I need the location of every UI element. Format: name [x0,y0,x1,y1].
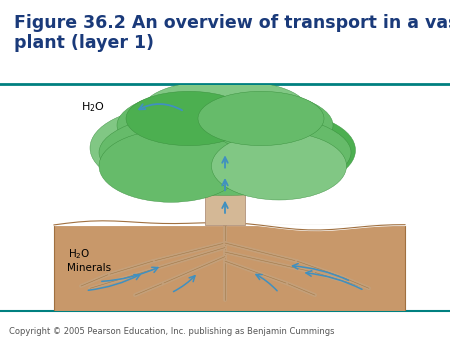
Ellipse shape [202,112,356,189]
Bar [54,225,405,311]
Text: H$_2$O: H$_2$O [81,100,105,114]
Ellipse shape [99,130,243,202]
Text: Minerals: Minerals [68,263,112,273]
Ellipse shape [99,110,351,195]
Text: Figure 36.2 An overview of transport in a vascular
plant (layer 1): Figure 36.2 An overview of transport in … [14,14,450,52]
Ellipse shape [126,91,252,146]
Ellipse shape [117,87,333,164]
Text: H$_2$O: H$_2$O [68,247,90,261]
Ellipse shape [90,107,252,189]
Text: Copyright © 2005 Pearson Education, Inc. publishing as Benjamin Cummings: Copyright © 2005 Pearson Education, Inc.… [9,327,334,336]
Ellipse shape [198,91,324,146]
Polygon shape [205,148,245,225]
Ellipse shape [212,132,346,200]
Ellipse shape [144,80,306,134]
